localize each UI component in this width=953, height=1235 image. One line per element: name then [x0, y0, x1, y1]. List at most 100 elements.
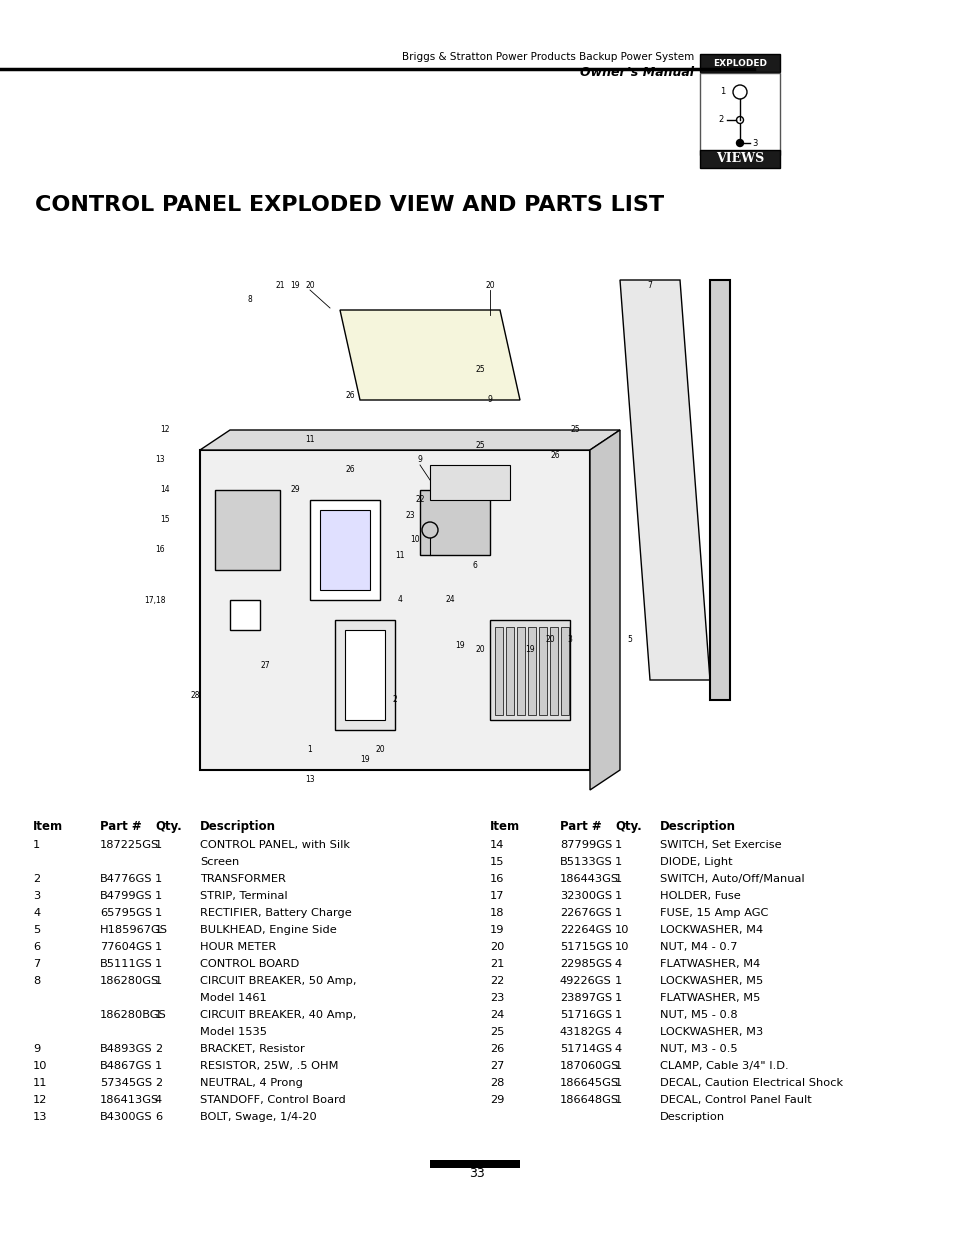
Text: 23897GS: 23897GS [559, 993, 612, 1003]
Text: 1: 1 [154, 908, 162, 918]
Text: 8: 8 [248, 295, 253, 305]
Text: 28: 28 [190, 690, 199, 699]
Text: 187225GS: 187225GS [100, 840, 159, 850]
Text: 12: 12 [33, 1095, 48, 1105]
Bar [527, 627, 536, 715]
Text: 65795GS: 65795GS [100, 908, 152, 918]
Text: 11: 11 [395, 551, 404, 559]
Text: 3: 3 [33, 890, 40, 902]
Text: 33: 33 [469, 1167, 484, 1179]
Text: 17: 17 [490, 890, 504, 902]
Text: LOCKWASHER, M3: LOCKWASHER, M3 [659, 1028, 762, 1037]
Text: 1: 1 [615, 857, 621, 867]
Text: 77604GS: 77604GS [100, 942, 152, 952]
Text: 2: 2 [33, 874, 40, 884]
Polygon shape [345, 630, 385, 720]
Polygon shape [200, 430, 619, 450]
Text: 8: 8 [33, 976, 40, 986]
Text: 24: 24 [490, 1010, 504, 1020]
Text: 14: 14 [160, 485, 170, 494]
Text: 26: 26 [345, 466, 355, 474]
Text: 23: 23 [405, 510, 415, 520]
Text: SWITCH, Auto/Off/Manual: SWITCH, Auto/Off/Manual [659, 874, 803, 884]
Text: 19: 19 [525, 646, 535, 655]
Text: VIEWS: VIEWS [715, 152, 763, 165]
Bar [700, 149, 780, 168]
Text: Part #: Part # [559, 820, 601, 832]
Text: BULKHEAD, Engine Side: BULKHEAD, Engine Side [200, 925, 336, 935]
Text: FLATWASHER, M5: FLATWASHER, M5 [659, 993, 760, 1003]
Circle shape [736, 140, 742, 147]
Text: 26: 26 [490, 1044, 504, 1053]
Text: 1: 1 [615, 890, 621, 902]
Text: 4: 4 [397, 595, 402, 604]
Polygon shape [230, 600, 260, 630]
Text: 25: 25 [475, 441, 484, 450]
Text: NUT, M4 - 0.7: NUT, M4 - 0.7 [659, 942, 737, 952]
Text: 13: 13 [155, 456, 165, 464]
Text: 11: 11 [33, 1078, 48, 1088]
Text: Owner’s Manual: Owner’s Manual [579, 65, 693, 79]
Bar [430, 1160, 519, 1168]
Text: CONTROL BOARD: CONTROL BOARD [200, 960, 299, 969]
Text: 3: 3 [567, 636, 572, 645]
Text: 1: 1 [154, 960, 162, 969]
Text: 57345GS: 57345GS [100, 1078, 152, 1088]
Text: 1: 1 [615, 1010, 621, 1020]
Text: B4300GS: B4300GS [100, 1112, 152, 1123]
Text: 6: 6 [154, 1112, 162, 1123]
Text: 27: 27 [490, 1061, 504, 1071]
Text: 1: 1 [154, 976, 162, 986]
Text: 2: 2 [154, 1044, 162, 1053]
Text: 4: 4 [615, 1044, 621, 1053]
Text: B5111GS: B5111GS [100, 960, 152, 969]
Text: LOCKWASHER, M5: LOCKWASHER, M5 [659, 976, 762, 986]
Text: 22: 22 [415, 495, 424, 505]
Text: CLAMP, Cable 3/4" I.D.: CLAMP, Cable 3/4" I.D. [659, 1061, 788, 1071]
Text: 29: 29 [490, 1095, 504, 1105]
Text: Briggs & Stratton Power Products Backup Power System: Briggs & Stratton Power Products Backup … [401, 52, 693, 62]
Text: DECAL, Caution Electrical Shock: DECAL, Caution Electrical Shock [659, 1078, 842, 1088]
Bar [517, 627, 524, 715]
Text: STANDOFF, Control Board: STANDOFF, Control Board [200, 1095, 345, 1105]
Text: 1: 1 [615, 908, 621, 918]
Text: NUT, M5 - 0.8: NUT, M5 - 0.8 [659, 1010, 737, 1020]
Text: Qty.: Qty. [615, 820, 641, 832]
Text: B5133GS: B5133GS [559, 857, 612, 867]
Text: HOLDER, Fuse: HOLDER, Fuse [659, 890, 740, 902]
Text: 1: 1 [615, 1061, 621, 1071]
Text: B4799GS: B4799GS [100, 890, 152, 902]
Polygon shape [339, 310, 519, 400]
Text: Qty.: Qty. [154, 820, 182, 832]
Polygon shape [589, 430, 619, 790]
Text: 1: 1 [33, 840, 40, 850]
Text: Part #: Part # [100, 820, 141, 832]
Text: 9: 9 [417, 456, 422, 464]
Polygon shape [619, 280, 709, 680]
Text: 5: 5 [33, 925, 40, 935]
Text: SWITCH, Set Exercise: SWITCH, Set Exercise [659, 840, 781, 850]
Bar [495, 627, 502, 715]
Text: 186645GS: 186645GS [559, 1078, 618, 1088]
Text: FLATWASHER, M4: FLATWASHER, M4 [659, 960, 760, 969]
Text: 1: 1 [154, 840, 162, 850]
Text: Description: Description [659, 1112, 724, 1123]
Text: 24: 24 [445, 595, 455, 604]
Text: 23: 23 [490, 993, 504, 1003]
Polygon shape [419, 490, 490, 555]
Text: 19: 19 [455, 641, 464, 650]
Text: 13: 13 [305, 776, 314, 784]
Text: 20: 20 [485, 280, 495, 289]
Text: 16: 16 [490, 874, 504, 884]
Text: 13: 13 [33, 1112, 48, 1123]
Polygon shape [310, 500, 379, 600]
Text: 19: 19 [360, 756, 370, 764]
Text: 2: 2 [393, 695, 397, 704]
Text: 1: 1 [154, 925, 162, 935]
Text: 1: 1 [154, 1010, 162, 1020]
Text: LOCKWASHER, M4: LOCKWASHER, M4 [659, 925, 762, 935]
Text: NEUTRAL, 4 Prong: NEUTRAL, 4 Prong [200, 1078, 302, 1088]
Text: 25: 25 [570, 426, 579, 435]
Text: 186280GS: 186280GS [100, 976, 159, 986]
Text: 1: 1 [615, 993, 621, 1003]
